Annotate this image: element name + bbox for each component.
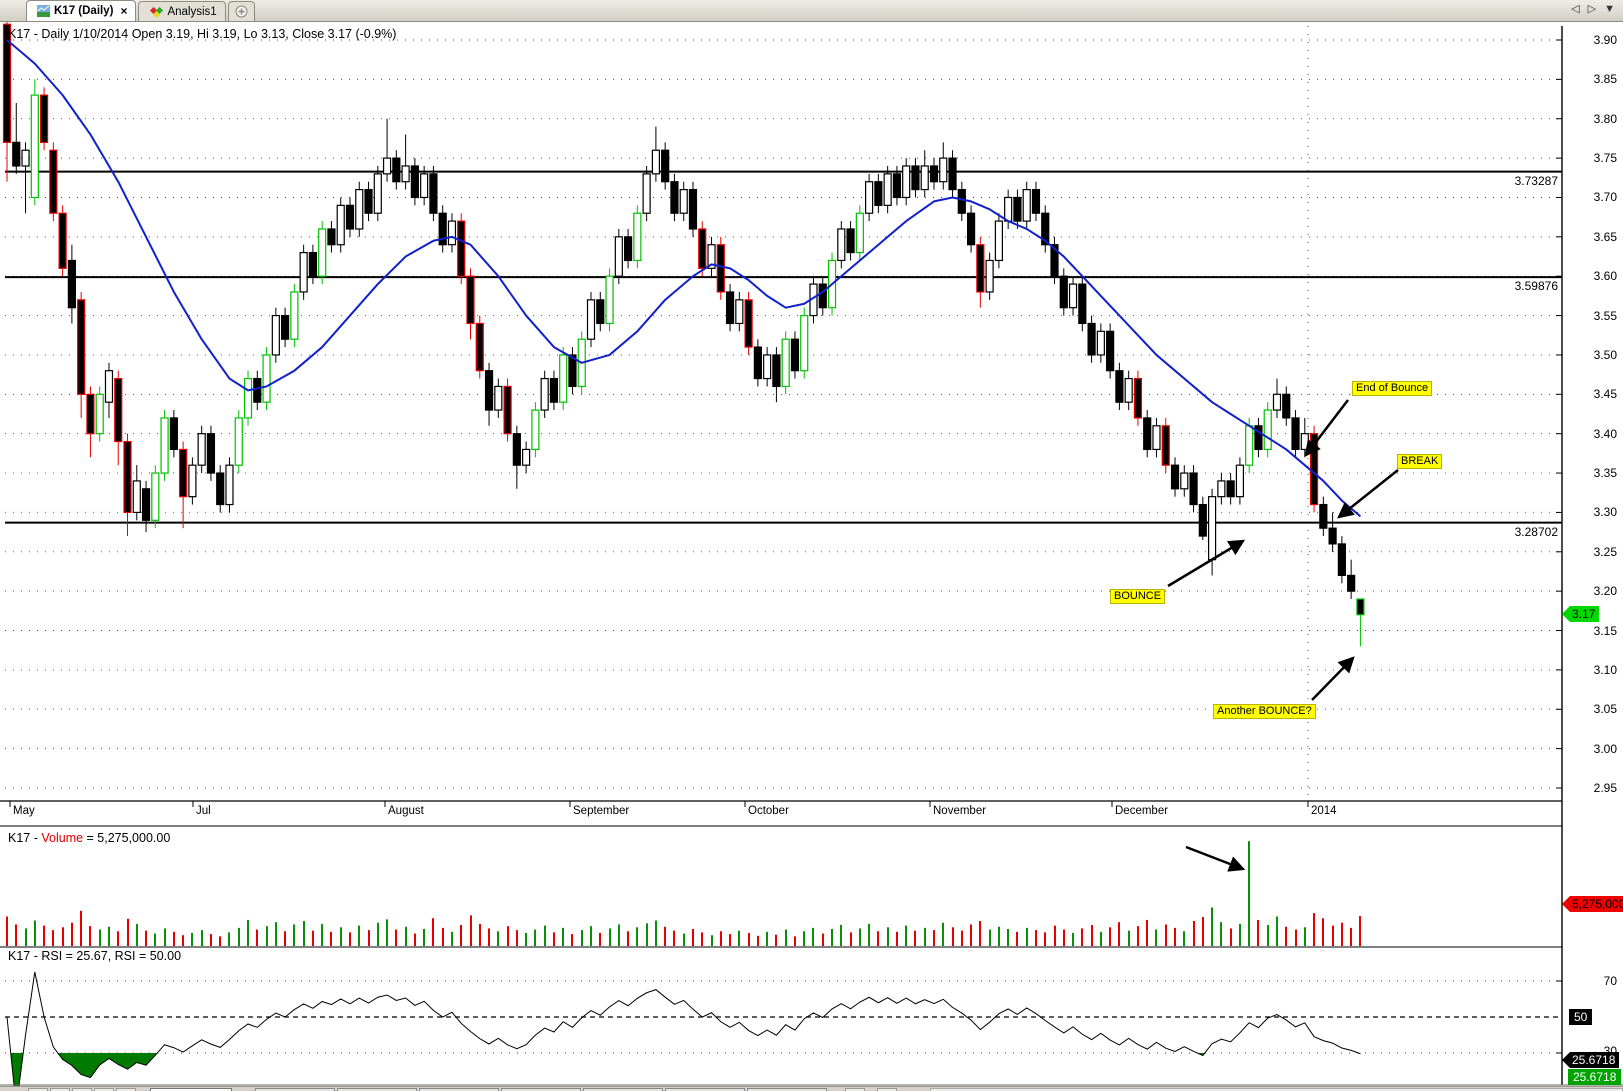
bottom-tab[interactable] xyxy=(501,1088,581,1091)
toolbar-button[interactable] xyxy=(94,1088,114,1091)
toolbar-button[interactable] xyxy=(845,1088,865,1091)
toolbar-button[interactable] xyxy=(877,1088,897,1091)
chart-annotation: BREAK xyxy=(1397,454,1443,469)
y-axis-label: 3.75 xyxy=(1593,151,1617,166)
y-axis-label: 3.90 xyxy=(1593,33,1617,47)
add-icon xyxy=(235,5,248,18)
chart-title: K17 - Daily 1/10/2014 Open 3.19, Hi 3.19… xyxy=(8,27,397,41)
y-axis-label: 3.20 xyxy=(1593,584,1617,599)
level-label: 3.73287 xyxy=(1514,173,1558,188)
x-axis-label: August xyxy=(388,805,424,817)
y-axis-label: 3.25 xyxy=(1593,544,1617,559)
chart-thumbnail-icon xyxy=(37,5,50,17)
nav-back-icon[interactable]: ◁ xyxy=(1571,3,1580,15)
bottom-tab[interactable] xyxy=(255,1088,335,1091)
y-axis-label: 3.05 xyxy=(1593,702,1617,717)
tab-label: Analysis1 xyxy=(167,5,217,18)
chart-canvas[interactable] xyxy=(0,22,1623,1088)
tab-label: K17 (Daily) xyxy=(54,5,114,17)
bottom-toolbar xyxy=(0,1086,1623,1091)
x-axis-label: September xyxy=(573,805,630,817)
y-axis-label: 3.40 xyxy=(1593,426,1617,441)
current-price-badge: 3.17 xyxy=(1562,606,1600,622)
volume-header-prefix: K17 - xyxy=(8,831,42,845)
chart-annotation: End of Bounce xyxy=(1352,381,1433,396)
x-axis-label: November xyxy=(933,805,987,817)
y-axis-label: 3.45 xyxy=(1593,387,1617,402)
tab-menu-icon[interactable]: ▼ xyxy=(1604,2,1615,15)
x-axis-label: 2014 xyxy=(1311,805,1337,817)
bottom-tab[interactable] xyxy=(419,1088,499,1091)
y-axis-label: 3.55 xyxy=(1593,308,1617,323)
x-axis-label: May xyxy=(13,805,35,817)
tab-nav-controls: ◁ ▷ ▼ xyxy=(1571,2,1615,16)
rsi-level-label: 70 xyxy=(1603,974,1617,988)
y-axis-label: 3.65 xyxy=(1593,229,1617,244)
nav-forward-icon[interactable]: ▷ xyxy=(1587,3,1597,15)
rsi-value-badge: 25.6718 xyxy=(1562,1052,1620,1068)
rsi-oversold-fill xyxy=(7,1053,1361,1088)
toolbar-button[interactable] xyxy=(28,1088,48,1091)
tab-analysis1[interactable]: Analysis1 xyxy=(138,1,226,21)
rsi-header: K17 - RSI = 25.67, RSI = 50.00 xyxy=(8,949,182,963)
tab-add[interactable] xyxy=(227,1,255,21)
analysis-diamonds-icon xyxy=(150,6,164,18)
y-axis-label: 3.00 xyxy=(1593,741,1617,756)
chart-annotation: Another BOUNCE? xyxy=(1213,704,1316,719)
volume-header: K17 - Volume = 5,275,000.00 xyxy=(8,831,170,845)
rsi-line xyxy=(6,971,1361,1088)
annotation-arrow xyxy=(1167,539,1246,588)
bottom-tab[interactable] xyxy=(747,1088,827,1091)
bottom-tab[interactable] xyxy=(337,1088,417,1091)
y-axis-label: 3.15 xyxy=(1593,623,1617,638)
level-label: 3.59876 xyxy=(1514,279,1558,294)
volume-header-label: Volume xyxy=(41,831,84,845)
chart-annotation: BOUNCE xyxy=(1110,589,1166,604)
bottom-tab-active[interactable] xyxy=(150,1088,232,1091)
toolbar-button[interactable] xyxy=(116,1088,136,1091)
volume-spike-arrow xyxy=(1185,845,1246,872)
y-axis-label: 3.10 xyxy=(1593,662,1617,677)
volume-header-value: = 5,275,000.00 xyxy=(83,831,171,845)
bottom-tab[interactable] xyxy=(665,1088,745,1091)
rsi-50-badge: 50 xyxy=(1569,1009,1593,1025)
annotation-arrow xyxy=(1304,399,1349,457)
toolbar-button[interactable] xyxy=(72,1088,92,1091)
y-axis-label: 3.35 xyxy=(1593,466,1617,481)
tab-bar: K17 (Daily) × Analysis1 ◁ ▷ ▼ xyxy=(0,0,1623,22)
y-axis-label: 3.30 xyxy=(1593,505,1617,520)
y-axis-label: 3.70 xyxy=(1593,190,1617,205)
y-axis-label: 2.95 xyxy=(1593,781,1617,795)
toolbar-button[interactable] xyxy=(50,1088,70,1091)
tab-k17-daily[interactable]: K17 (Daily) × xyxy=(26,0,137,21)
x-axis-label: Jul xyxy=(196,805,211,817)
x-axis-label: December xyxy=(1115,805,1169,817)
level-label: 3.28702 xyxy=(1514,524,1558,539)
moving-average-line xyxy=(6,39,1362,518)
x-axis-label: October xyxy=(748,805,789,817)
rsi-value-badge-green: 25.6718 xyxy=(1568,1069,1622,1085)
y-axis-label: 3.85 xyxy=(1593,72,1617,87)
annotation-arrow xyxy=(1311,656,1355,701)
y-axis-label: 3.50 xyxy=(1593,347,1617,362)
current-volume-badge: 5,275,000 xyxy=(1562,896,1623,912)
y-axis-label: 3.60 xyxy=(1593,269,1617,284)
y-axis-label: 3.80 xyxy=(1593,111,1617,126)
close-icon[interactable]: × xyxy=(120,4,128,18)
annotation-arrow xyxy=(1337,469,1399,519)
bottom-tab[interactable] xyxy=(583,1088,663,1091)
